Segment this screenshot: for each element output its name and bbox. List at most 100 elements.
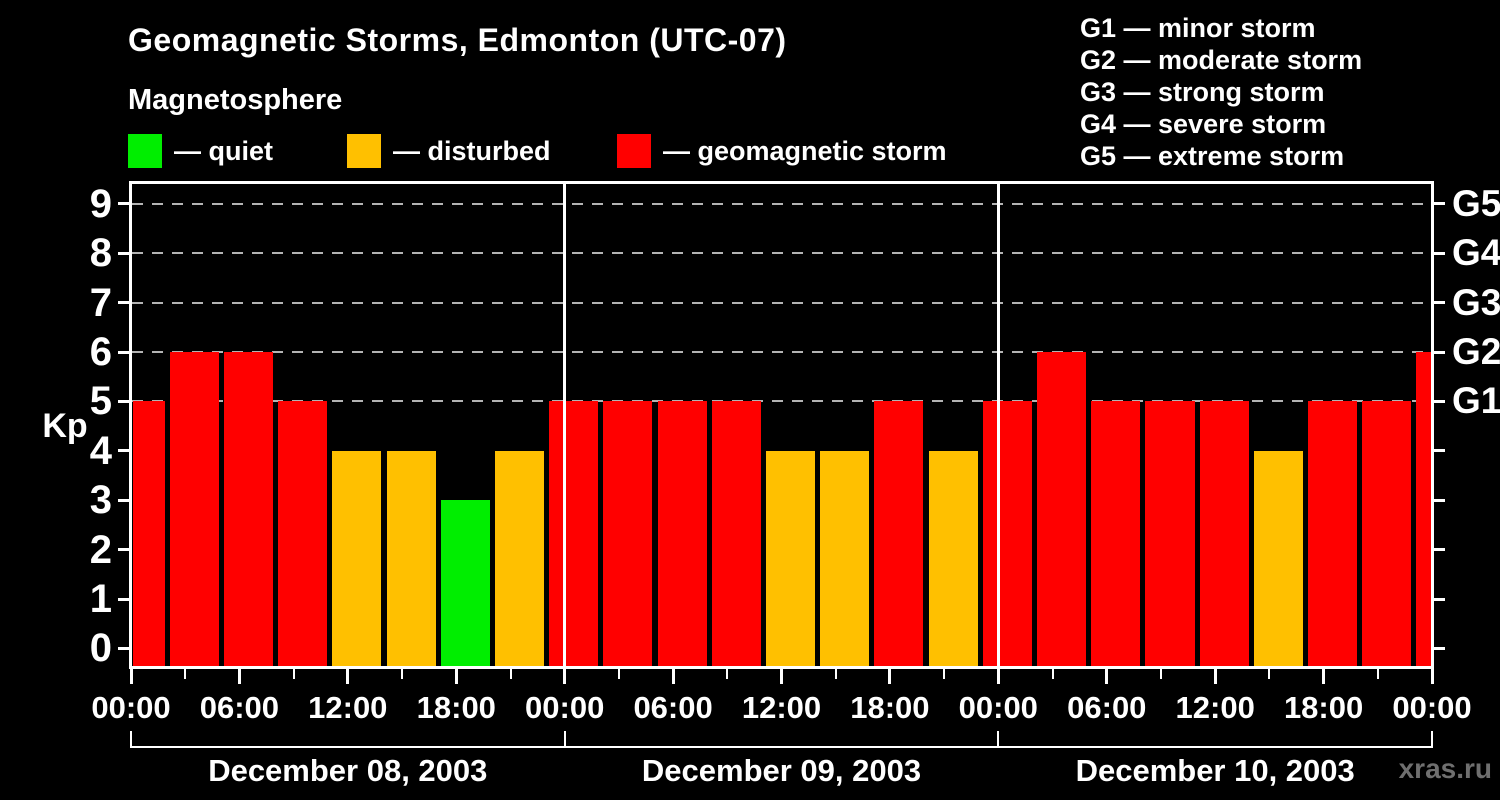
kp-bar bbox=[1308, 401, 1358, 667]
x-minor-tick bbox=[401, 669, 403, 679]
g-level-label: G1 bbox=[1452, 380, 1500, 422]
y-axis-label: 7 bbox=[89, 280, 112, 325]
right-axis-tick bbox=[1433, 350, 1445, 354]
legend-label-storm: — geomagnetic storm bbox=[663, 136, 947, 166]
y-axis-label: 3 bbox=[89, 478, 112, 523]
g-level-label: G4 bbox=[1452, 232, 1500, 274]
kp-bar bbox=[1253, 450, 1303, 667]
kp-bar bbox=[549, 401, 599, 667]
y-axis-title: Kp bbox=[42, 407, 88, 446]
x-major-tick bbox=[454, 669, 458, 684]
x-major-tick bbox=[1430, 669, 1434, 684]
y-axis-label: 0 bbox=[89, 626, 112, 671]
x-axis-label: 00:00 bbox=[1392, 690, 1472, 725]
date-bracket-tick bbox=[130, 731, 132, 748]
legend-label-quiet: — quiet bbox=[174, 136, 273, 166]
x-major-tick bbox=[996, 669, 1000, 684]
kp-bar bbox=[494, 450, 545, 667]
y-axis-tick bbox=[118, 548, 130, 552]
x-axis-label: 12:00 bbox=[1175, 690, 1255, 725]
watermark: xras.ru bbox=[1398, 753, 1492, 784]
g-scale-legend-line: G3 — strong storm bbox=[1080, 77, 1325, 107]
kp-bar bbox=[133, 401, 165, 667]
g-scale-legend-line: G4 — severe storm bbox=[1080, 109, 1327, 139]
kp-bar bbox=[765, 450, 816, 667]
x-axis-label: 00:00 bbox=[525, 690, 605, 725]
y-axis-tick bbox=[118, 449, 130, 453]
legend-swatch-storm bbox=[617, 134, 651, 168]
kp-bar bbox=[223, 352, 273, 667]
x-axis-label: 06:00 bbox=[633, 690, 713, 725]
kp-bar bbox=[169, 352, 219, 667]
kp-gridline bbox=[132, 301, 1431, 304]
g-scale-legend-line: G5 — extreme storm bbox=[1080, 141, 1345, 171]
y-axis-tick bbox=[118, 399, 130, 403]
y-axis-label: 5 bbox=[89, 379, 112, 424]
plot-border bbox=[129, 181, 1434, 669]
x-axis-label: 00:00 bbox=[958, 690, 1038, 725]
x-major-tick bbox=[1322, 669, 1326, 684]
day-boundary-line bbox=[563, 183, 567, 668]
y-axis-label: 8 bbox=[89, 231, 112, 276]
right-axis-tick bbox=[1433, 548, 1445, 552]
legend-swatch-quiet bbox=[128, 134, 162, 168]
date-label: December 08, 2003 bbox=[208, 753, 488, 788]
x-major-tick bbox=[1105, 669, 1109, 684]
x-minor-tick bbox=[1268, 669, 1271, 679]
x-major-tick bbox=[563, 669, 567, 684]
y-axis-tick bbox=[118, 251, 130, 255]
kp-bar bbox=[711, 401, 761, 667]
day-boundary-line bbox=[996, 183, 1000, 668]
y-axis-tick bbox=[118, 646, 130, 650]
y-axis-label: 4 bbox=[89, 428, 112, 473]
x-minor-tick bbox=[726, 669, 729, 679]
x-axis-label: 18:00 bbox=[850, 690, 930, 725]
magnetosphere-label: Magnetosphere bbox=[128, 84, 343, 116]
x-minor-tick bbox=[1376, 669, 1379, 679]
x-major-tick bbox=[237, 669, 241, 684]
y-axis-label: 1 bbox=[89, 577, 112, 621]
kp-bar bbox=[874, 401, 924, 667]
y-axis-label: 9 bbox=[89, 181, 112, 226]
kp-bar bbox=[440, 500, 490, 667]
right-axis-tick bbox=[1433, 251, 1445, 255]
y-axis-label: 2 bbox=[89, 527, 112, 572]
x-axis-label: 00:00 bbox=[91, 690, 171, 725]
x-minor-tick bbox=[1160, 669, 1162, 679]
g-level-label: G5 bbox=[1452, 182, 1500, 224]
x-minor-tick bbox=[184, 669, 187, 679]
right-axis-tick bbox=[1433, 597, 1445, 601]
kp-bar bbox=[1199, 401, 1249, 667]
x-axis-label: 06:00 bbox=[1067, 690, 1147, 725]
kp-gridline bbox=[132, 351, 1431, 353]
kp-bar bbox=[820, 450, 870, 667]
x-axis-label: 18:00 bbox=[1283, 690, 1364, 725]
kp-bar bbox=[603, 401, 653, 667]
x-minor-tick bbox=[1051, 669, 1054, 679]
kp-bar bbox=[1091, 401, 1141, 667]
chart-title: Geomagnetic Storms, Edmonton (UTC-07) bbox=[128, 22, 787, 58]
right-axis-tick bbox=[1433, 646, 1445, 650]
kp-gridline bbox=[132, 202, 1431, 205]
date-bracket-line bbox=[131, 746, 1432, 748]
kp-bar bbox=[386, 450, 436, 667]
right-axis-tick bbox=[1433, 301, 1445, 305]
x-axis-label: 12:00 bbox=[741, 690, 822, 725]
right-axis-tick bbox=[1433, 202, 1445, 206]
x-major-tick bbox=[888, 669, 892, 684]
kp-bar bbox=[1145, 401, 1195, 667]
x-minor-tick bbox=[292, 669, 295, 679]
kp-gridline bbox=[132, 400, 1431, 403]
kp-bar bbox=[657, 401, 707, 667]
y-axis-tick bbox=[118, 498, 130, 502]
x-major-tick bbox=[780, 669, 783, 684]
g-scale-legend-line: G1 — minor storm bbox=[1080, 13, 1316, 43]
y-axis-label: 6 bbox=[89, 330, 112, 374]
date-label: December 10, 2003 bbox=[1075, 753, 1355, 788]
x-minor-tick bbox=[834, 669, 837, 679]
kp-gridline bbox=[132, 252, 1431, 255]
